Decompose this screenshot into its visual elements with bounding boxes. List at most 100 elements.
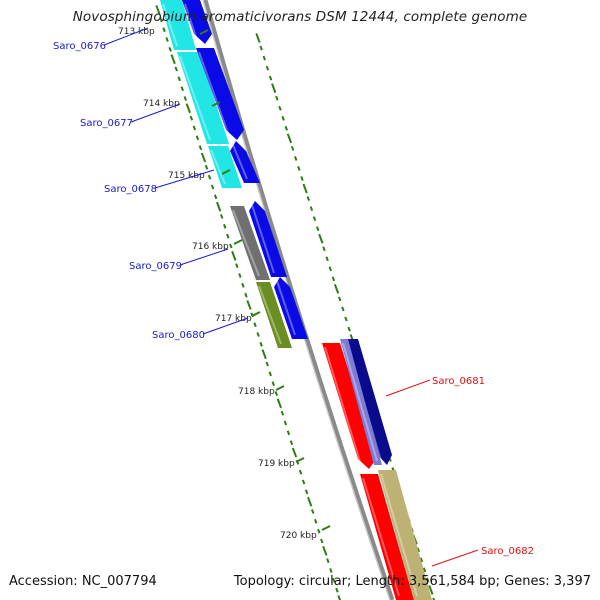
- gene-leader-line: [130, 103, 181, 123]
- kbp-tick-label: 714 kbp: [143, 99, 180, 109]
- tick-mark-inner: [204, 164, 209, 170]
- kbp-tick-mark: [295, 457, 305, 463]
- gene-block-cyan-2: [177, 52, 229, 144]
- cds-forward-arrow-2-shine: [198, 51, 230, 137]
- kbp-tick-label: 715 kbp: [168, 171, 205, 181]
- gene-block-cyan-1: [160, 0, 196, 50]
- tick-mark-inner: [276, 398, 282, 409]
- tick-mark-inner: [289, 440, 294, 446]
- cds-forward-arrow-3-shine: [232, 144, 248, 180]
- gene-leader-line: [385, 379, 431, 397]
- kbp-tick-label: 718 kbp: [238, 387, 275, 397]
- tick-mark-inner: [253, 322, 257, 328]
- cds-forward-arrow-4-shine: [251, 204, 275, 274]
- tick-mark-outer: [300, 176, 304, 181]
- tick-mark-inner: [231, 250, 237, 261]
- cds-forward-arrow-3: [230, 141, 260, 183]
- tick-mark-inner: [168, 46, 172, 52]
- gene-leader-line: [431, 549, 479, 567]
- tick-mark-outer: [322, 246, 326, 252]
- tick-mark-outer: [316, 226, 320, 232]
- gene-block-lavender-shine: [342, 342, 378, 462]
- kbp-tick-mark: [233, 239, 243, 245]
- tick-mark-inner: [307, 496, 313, 507]
- kbp-tick-mark: [251, 311, 261, 317]
- gene-block-cyan-2-shine: [179, 55, 211, 141]
- tick-mark-inner: [298, 469, 303, 475]
- tick-mark-inner: [165, 37, 169, 42]
- tick-mark-outer: [344, 316, 348, 322]
- cds-reverse-arrow-1-shine: [324, 346, 362, 466]
- tick-mark-inner: [198, 145, 203, 151]
- gene-label: Saro_0679: [129, 261, 182, 272]
- tick-mark-inner: [280, 410, 285, 416]
- cds-forward-arrow-4: [249, 201, 287, 277]
- kbp-tick-label: 719 kbp: [258, 459, 295, 469]
- tick-mark-outer: [419, 557, 424, 563]
- gene-block-cyan-3-shine: [210, 149, 226, 185]
- tick-mark-inner: [180, 86, 184, 92]
- map-title: Novosphingobium aromaticivorans DSM 1244…: [72, 9, 528, 25]
- kbp-tick-mark: [321, 525, 331, 531]
- tick-mark-inner: [177, 76, 181, 82]
- tick-mark-outer: [318, 233, 324, 244]
- cds-forward-arrow-2: [196, 48, 244, 140]
- tick-mark-outer: [278, 105, 282, 111]
- tick-mark-inner: [271, 381, 275, 387]
- tick-mark-outer: [255, 33, 261, 43]
- gene-block-gray: [230, 206, 270, 280]
- tick-mark-inner: [320, 538, 324, 544]
- kbp-tick-mark: [275, 385, 285, 391]
- tick-mark-outer: [265, 65, 270, 71]
- tick-mark-outer: [432, 597, 436, 600]
- tick-mark-outer: [306, 196, 310, 201]
- tick-mark-inner: [314, 518, 318, 524]
- tick-mark-outer: [290, 145, 295, 151]
- tick-mark-inner: [256, 332, 260, 337]
- tick-mark-outer: [338, 296, 342, 302]
- tick-mark-outer: [341, 306, 345, 312]
- tick-mark-inner: [246, 300, 252, 310]
- gene-leader-line: [202, 317, 249, 335]
- gene-label: Saro_0676: [53, 41, 106, 52]
- cds-forward-arrow-5-shine: [276, 280, 296, 336]
- tick-mark-outer: [312, 216, 317, 222]
- tick-mark-inner: [219, 214, 224, 219]
- gene-leader-line: [154, 169, 215, 189]
- tick-mark-inner: [170, 54, 176, 65]
- tick-mark-inner: [238, 273, 242, 278]
- tick-mark-inner: [332, 577, 336, 583]
- tick-mark-inner: [185, 103, 191, 114]
- kbp-tick-label: 717 kbp: [215, 314, 252, 324]
- tick-mark-inner: [322, 545, 328, 556]
- tick-mark-inner: [259, 341, 263, 347]
- cds-reverse-arrow-1: [322, 343, 376, 469]
- genome-summary-text: Topology: circular; Length: 3,561,584 bp…: [233, 574, 591, 589]
- tick-mark-outer: [262, 55, 266, 61]
- kbp-tick-mark: [199, 29, 209, 35]
- tick-mark-outer: [416, 547, 420, 553]
- tick-mark-inner: [226, 233, 230, 239]
- tick-mark-outer: [259, 45, 263, 51]
- gene-label: Saro_0677: [80, 118, 133, 129]
- gene-block-olive-shine: [258, 285, 282, 345]
- tick-mark-inner: [210, 184, 215, 190]
- tick-mark-inner: [304, 489, 309, 495]
- gene-block-cyan-1-shine: [162, 3, 178, 47]
- kbp-tick-label: 720 kbp: [280, 531, 317, 541]
- tick-mark-inner: [162, 27, 166, 33]
- tick-mark-inner: [216, 201, 222, 212]
- tick-mark-outer: [284, 125, 288, 131]
- gene-block-olive: [256, 282, 292, 348]
- tick-mark-outer: [268, 75, 273, 81]
- tick-mark-inner: [265, 361, 269, 367]
- tick-mark-outer: [281, 115, 285, 121]
- tick-mark-inner: [200, 152, 207, 163]
- tick-mark-inner: [268, 371, 272, 377]
- kbp-tick-mark: [211, 101, 221, 107]
- tick-mark-outer: [286, 133, 293, 144]
- cds-reverse-arrow-2: [360, 474, 414, 600]
- tick-mark-outer: [302, 183, 308, 194]
- tick-mark-inner: [301, 479, 306, 485]
